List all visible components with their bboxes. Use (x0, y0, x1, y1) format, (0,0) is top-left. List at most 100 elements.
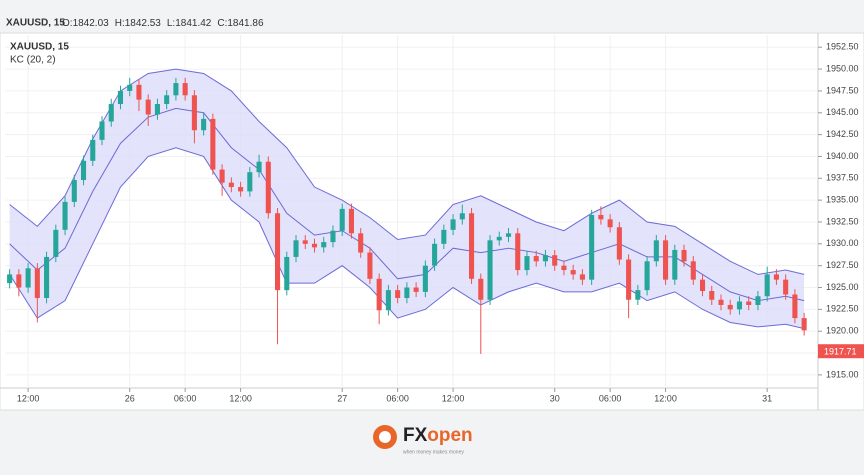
candle-body (469, 213, 475, 279)
candle-body (524, 256, 530, 271)
candle-body (690, 261, 696, 280)
candle-body (395, 290, 401, 299)
x-tick-label: 06:00 (599, 393, 622, 403)
candle-body (422, 265, 428, 292)
candle-body (90, 139, 96, 161)
candle-body (80, 160, 87, 181)
candle-body (589, 214, 595, 280)
candle-body (450, 219, 456, 230)
candle-body (145, 99, 151, 115)
candle-body (404, 287, 410, 299)
candle-body (515, 233, 521, 271)
y-tick-label: 1932.50 (826, 216, 859, 226)
candle-body (311, 243, 318, 248)
candle-body (653, 240, 659, 262)
candle-body (182, 83, 188, 96)
ohlc-label: C: (217, 18, 227, 29)
y-tick-label: 1945.00 (826, 107, 859, 117)
candle-body (265, 161, 271, 214)
candle-body (385, 290, 391, 311)
last-price-tag (818, 344, 864, 359)
y-tick-label: 1942.50 (826, 129, 859, 139)
candle-body (339, 208, 345, 231)
candle-body (62, 201, 68, 230)
candle-body (173, 83, 179, 96)
header-ohlc: C:1841.86 (217, 18, 264, 29)
candle-body (256, 161, 262, 173)
candle-body (127, 84, 133, 91)
x-tick-label: 12:00 (442, 393, 465, 403)
candle-body (376, 278, 382, 311)
candle-body (302, 240, 308, 244)
candle-body (681, 249, 687, 262)
candle-body (7, 274, 13, 284)
candle-body (321, 242, 327, 248)
logo: FXopen when money makes money (373, 425, 473, 455)
candle-body (792, 294, 798, 319)
candle-body (210, 118, 216, 170)
plot: 1915.001917.501920.001922.501925.001927.… (0, 33, 864, 410)
x-tick-label: 12:00 (229, 393, 252, 403)
logo-tagline: when money makes money (403, 449, 464, 455)
x-tick-label: 27 (337, 393, 347, 403)
candle-body (736, 301, 743, 310)
candle-body (533, 256, 539, 262)
y-tick-label: 1937.50 (826, 173, 859, 183)
candle-body (755, 296, 761, 305)
kc-upper (9, 68, 805, 275)
ohlc-value: 1841.86 (227, 18, 264, 29)
y-tick-label: 1930.00 (826, 238, 859, 248)
candle-body (459, 213, 465, 220)
candle-body (201, 118, 207, 131)
candle-body (552, 255, 558, 266)
candle-body (607, 219, 613, 228)
x-tick-label: 31 (762, 393, 772, 403)
header-ohlc: L:1841.42 (167, 18, 212, 29)
y-tick-label: 1922.50 (826, 304, 859, 314)
ohlc-label: L: (167, 18, 175, 29)
candle-body (16, 274, 22, 288)
ohlc-value: 1842.53 (125, 18, 162, 29)
y-tick-label: 1950.00 (826, 63, 859, 73)
x-tick-label: 12:00 (17, 393, 40, 403)
candle-body (505, 233, 512, 237)
candle-body (542, 255, 549, 262)
x-tick-label: 26 (125, 393, 135, 403)
candle-body (441, 229, 447, 244)
logo-icon-inner (379, 431, 391, 443)
candle-body (783, 279, 789, 295)
candle-body (154, 104, 160, 115)
candle-body (358, 233, 364, 253)
candle-body (136, 84, 142, 100)
logo-open: open (427, 425, 472, 446)
ohlc-value: 1841.42 (175, 18, 212, 29)
x-tick-label: 06:00 (174, 393, 197, 403)
candle-body (487, 240, 493, 300)
y-tick-label: 1935.00 (826, 195, 859, 205)
logo-text: FXopen (403, 425, 473, 446)
candle-body (709, 291, 715, 300)
candle-body (616, 227, 622, 260)
candle-body (34, 268, 40, 299)
x-tick-label: 12:00 (654, 393, 677, 403)
header-symbol: XAUUSD, 15 (6, 18, 65, 29)
candle-body (413, 287, 419, 292)
candle-body (108, 104, 114, 122)
y-tick-label: 1927.50 (826, 260, 859, 270)
header-ohlc: O:1842.03 (62, 18, 109, 29)
candle-body (635, 290, 641, 300)
candle-body (644, 261, 650, 291)
candle-body (219, 169, 225, 183)
last-price-label: 1917.71 (824, 347, 857, 357)
indicator-label: KC (20, 2) (10, 55, 56, 66)
y-tick-label: 1940.00 (826, 151, 859, 161)
y-tick-label: 1920.00 (826, 326, 859, 336)
candle-body (367, 252, 373, 279)
candle-body (53, 229, 59, 257)
candle-body (330, 230, 336, 243)
candle-body (348, 208, 354, 234)
kc-middle (9, 107, 805, 302)
candle-body (727, 304, 733, 310)
y-tick-label: 1947.50 (826, 85, 859, 95)
